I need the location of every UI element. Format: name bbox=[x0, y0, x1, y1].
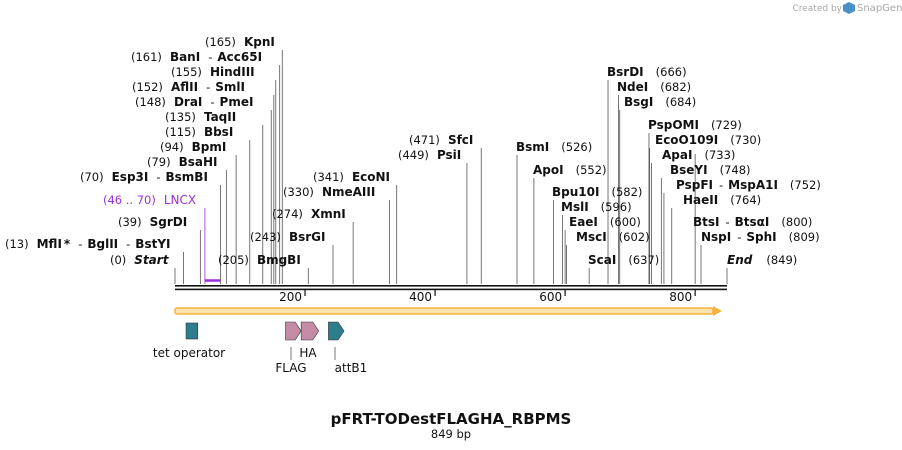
enzyme-label-xmni[interactable]: (274) XmnI bbox=[272, 207, 346, 221]
feature-tet-operator[interactable] bbox=[185, 322, 199, 340]
enzyme-label-bpu10i[interactable]: Bpu10I (582) bbox=[552, 185, 642, 199]
enzyme-label-haeii[interactable]: HaeII (764) bbox=[683, 193, 761, 207]
left-enzyme-labels: (165) KpnI (161) BanI - Acc65I (155) HindIII … bbox=[5, 35, 275, 267]
enzyme-label-nmeaiii[interactable]: (330) NmeAIII bbox=[283, 185, 375, 199]
right-enzyme-labels: BsmI (526) ApoI (552) Bpu10I (582) MslI (596… bbox=[516, 65, 821, 267]
scale-tick-label: 600 bbox=[539, 290, 562, 304]
enzyme-label-nspi-sphi[interactable]: NspI - SphI (809) bbox=[701, 230, 820, 244]
scale-tick-label: 200 bbox=[279, 290, 302, 304]
feature-attb1[interactable] bbox=[328, 321, 345, 341]
enzyme-label-mfli-bglii-bstyi[interactable]: (13) MflI * - BglII - BstYI bbox=[5, 237, 170, 251]
enzyme-label-bsrdi[interactable]: BsrDI (666) bbox=[607, 65, 687, 79]
feature-ha[interactable] bbox=[300, 321, 320, 341]
feature-labels: tet operator FLAG HA attB1 bbox=[153, 346, 368, 375]
backbone-bottom-strand bbox=[175, 288, 727, 291]
scale-ticks: 200 400 600 800 bbox=[279, 290, 696, 304]
orf-arrow bbox=[174, 306, 722, 316]
feature-label-ha: HA bbox=[299, 346, 317, 360]
enzyme-label-bseyi[interactable]: BseYI (748) bbox=[670, 163, 751, 177]
orf-arrowhead bbox=[713, 306, 722, 316]
enzyme-label-ecoo109i[interactable]: EcoO109I (730) bbox=[655, 133, 761, 147]
enzyme-label-drai-pmei[interactable]: (148) DraI - PmeI bbox=[135, 95, 253, 109]
enzyme-label-sfci[interactable]: (471) SfcI bbox=[409, 133, 473, 147]
feature-label-flag: FLAG bbox=[275, 361, 306, 375]
enzyme-label-pspfi-mspa1i[interactable]: PspFI - MspA1I (752) bbox=[676, 178, 821, 192]
snapgene-credit: Created by SnapGene bbox=[792, 2, 902, 14]
feature-flag[interactable] bbox=[285, 321, 302, 341]
label-start[interactable]: (0) Start bbox=[110, 253, 170, 267]
sequence-backbone: 200 400 600 800 bbox=[175, 279, 727, 304]
enzyme-label-bsrgi[interactable]: (243) BsrGI bbox=[250, 230, 325, 244]
enzyme-label-apai[interactable]: ApaI (733) bbox=[662, 148, 735, 162]
connector-lines bbox=[174, 50, 728, 284]
credit-prefix: Created by bbox=[792, 4, 842, 14]
enzyme-label-msci[interactable]: MscI (602) bbox=[576, 230, 650, 244]
enzyme-label-sgrdi[interactable]: (39) SgrDI bbox=[118, 215, 187, 229]
features bbox=[185, 321, 345, 341]
enzyme-label-bmgbi[interactable]: (205) BmgBI bbox=[218, 253, 301, 267]
enzyme-label-bsgi[interactable]: BsgI (684) bbox=[624, 95, 696, 109]
enzyme-label-msli[interactable]: MslI (596) bbox=[561, 200, 632, 214]
enzyme-label-esp3i-bsmbi[interactable]: (70) Esp3I - BsmBI bbox=[80, 170, 208, 184]
enzyme-label-econi[interactable]: (341) EcoNI bbox=[313, 170, 390, 184]
backbone-top-strand bbox=[175, 285, 727, 287]
enzyme-label-scai[interactable]: ScaI (637) bbox=[588, 253, 659, 267]
enzyme-label-psii[interactable]: (449) PsiI bbox=[398, 148, 461, 162]
orf-body bbox=[174, 307, 714, 315]
enzyme-label-taqii[interactable]: (135) TaqII bbox=[165, 110, 236, 124]
enzyme-label-bsahi[interactable]: (79) BsaHI bbox=[147, 155, 218, 169]
feature-label-attb1: attB1 bbox=[335, 361, 368, 375]
enzyme-label-bpmi[interactable]: (94) BpmI bbox=[160, 140, 226, 154]
plasmid-name: pFRT-TODestFLAGHA_RBPMS bbox=[331, 410, 572, 428]
enzyme-label-pspomi[interactable]: PspOMI (729) bbox=[648, 118, 742, 132]
enzyme-label-ndei[interactable]: NdeI (682) bbox=[617, 80, 691, 94]
enzyme-label-hindiii[interactable]: (155) HindIII bbox=[171, 65, 255, 79]
enzyme-label-kpni[interactable]: (165) KpnI bbox=[205, 35, 275, 49]
credit-brand: SnapGene bbox=[857, 3, 902, 14]
enzyme-label-apoi[interactable]: ApoI (552) bbox=[533, 163, 607, 177]
enzyme-label-bbsi[interactable]: (115) BbsI bbox=[165, 125, 233, 139]
scale-tick-label: 400 bbox=[409, 290, 432, 304]
enzyme-label-aflii-smli[interactable]: (152) AflII - SmlI bbox=[132, 80, 245, 94]
feature-label-tet-operator: tet operator bbox=[153, 346, 225, 360]
middle-enzyme-labels: (205) BmgBI (243) BsrGI (274) XmnI (330) Nme… bbox=[218, 133, 473, 267]
plasmid-length: 849 bp bbox=[431, 427, 471, 441]
snapgene-logo-icon bbox=[843, 2, 855, 14]
enzyme-label-eaei[interactable]: EaeI (600) bbox=[569, 215, 641, 229]
scale-tick-label: 800 bbox=[669, 290, 692, 304]
feature-label-lncx[interactable]: (46 .. 70) LNCX bbox=[103, 193, 196, 207]
enzyme-label-bsmi[interactable]: BsmI (526) bbox=[516, 140, 592, 154]
enzyme-label-btsi-btsai[interactable]: BtsI - BtsαI (800) bbox=[693, 215, 812, 229]
label-end[interactable]: End (849) bbox=[727, 253, 797, 267]
enzyme-label-bani-acc65i[interactable]: (161) BanI - Acc65I bbox=[131, 50, 262, 64]
